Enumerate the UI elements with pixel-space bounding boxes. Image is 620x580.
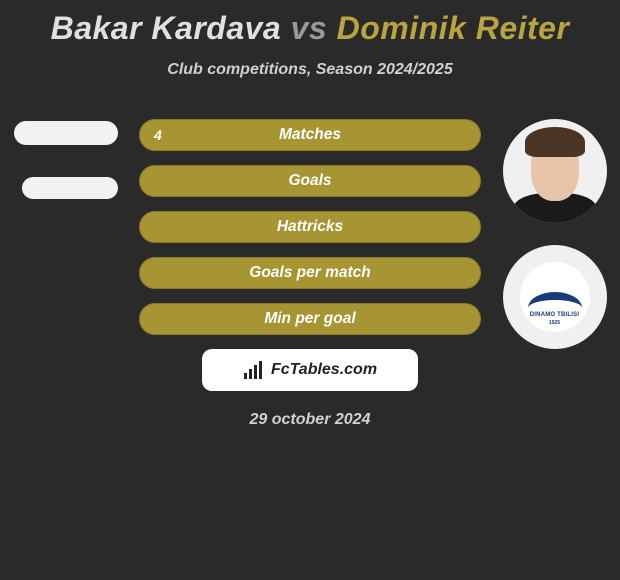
brand-text: FcTables.com bbox=[271, 361, 377, 379]
title-vs: vs bbox=[291, 10, 328, 46]
stat-label: Hattricks bbox=[140, 218, 480, 236]
stat-bar-goals: Goals bbox=[139, 165, 481, 197]
stat-label: Min per goal bbox=[140, 310, 480, 328]
stat-bar-hattricks: Hattricks bbox=[139, 211, 481, 243]
comparison-title: Bakar Kardava vs Dominik Reiter bbox=[0, 0, 620, 47]
brand-box: FcTables.com bbox=[202, 349, 418, 391]
player2-avatar bbox=[503, 119, 607, 223]
stat-label: Goals per match bbox=[140, 264, 480, 282]
brand-bars-icon bbox=[243, 361, 265, 379]
subtitle: Club competitions, Season 2024/2025 bbox=[0, 61, 620, 79]
stat-bar-min-per-goal: Min per goal bbox=[139, 303, 481, 335]
club-logo-wave bbox=[528, 292, 582, 308]
club-logo-inner: DINAMO TBILISI 1925 bbox=[520, 262, 590, 332]
player1-club-placeholder bbox=[22, 177, 118, 199]
stat-bars: 4 Matches Goals Hattricks Goals per matc… bbox=[139, 119, 481, 335]
stat-label: Matches bbox=[140, 126, 480, 144]
stat-label: Goals bbox=[140, 172, 480, 190]
left-avatar-column bbox=[8, 119, 123, 221]
comparison-main: DINAMO TBILISI 1925 4 Matches Goals Hatt… bbox=[0, 119, 620, 335]
club-logo-label: DINAMO TBILISI bbox=[520, 312, 590, 318]
avatar-hair bbox=[525, 127, 585, 157]
stat-bar-goals-per-match: Goals per match bbox=[139, 257, 481, 289]
player1-avatar-placeholder bbox=[14, 121, 118, 145]
stat-value-left: 4 bbox=[154, 127, 162, 143]
player2-club-logo: DINAMO TBILISI 1925 bbox=[503, 245, 607, 349]
right-avatar-column: DINAMO TBILISI 1925 bbox=[497, 119, 612, 371]
stat-bar-matches: 4 Matches bbox=[139, 119, 481, 151]
player1-name: Bakar Kardava bbox=[51, 10, 282, 46]
date-label: 29 october 2024 bbox=[0, 411, 620, 429]
player2-name: Dominik Reiter bbox=[337, 10, 570, 46]
club-logo-year: 1925 bbox=[520, 320, 590, 326]
